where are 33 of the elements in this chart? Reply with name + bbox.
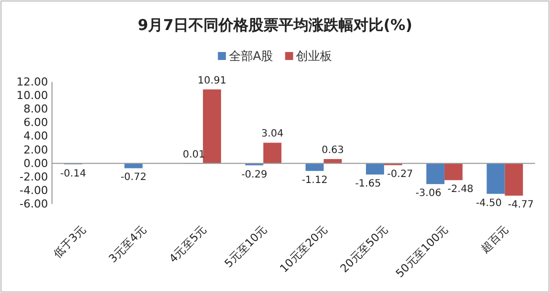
y-tick-label: 10.00 <box>16 89 48 102</box>
data-label: -0.27 <box>387 169 414 180</box>
y-tick-label: 4.00 <box>24 130 48 143</box>
data-label: -4.77 <box>508 200 534 211</box>
legend-label: 创业板 <box>296 49 332 63</box>
y-tick-label: 8.00 <box>24 102 48 116</box>
x-tick-label: 20元至50元 <box>338 222 390 276</box>
x-tick-label: 5元至10元 <box>222 222 270 270</box>
y-tick-label: -2.00 <box>20 170 48 184</box>
x-tick-label: 超百元 <box>478 222 511 256</box>
data-label: -3.06 <box>415 188 442 200</box>
data-label: -0.29 <box>241 169 268 180</box>
data-label: -1.65 <box>355 178 381 190</box>
x-tick-label: 3元至4元 <box>106 222 149 266</box>
y-tick-label: 0.00 <box>24 156 48 170</box>
y-tick-label: -6.00 <box>20 198 48 210</box>
y-tick-label: 12.00 <box>16 76 48 88</box>
legend-label: 全部A股 <box>228 49 274 63</box>
data-label: 10.91 <box>198 75 226 86</box>
data-label: 0.63 <box>322 145 344 156</box>
x-tick-label: 10元至20元 <box>277 222 330 276</box>
x-tick-label: 4元至5元 <box>166 222 210 266</box>
data-label: 3.04 <box>261 128 284 140</box>
data-label: -1.12 <box>302 174 328 186</box>
data-label: -0.14 <box>60 168 86 180</box>
data-label: -0.72 <box>120 172 146 184</box>
data-label: -4.50 <box>476 198 502 209</box>
y-tick-label: -4.00 <box>20 184 48 197</box>
y-tick-label: 6.00 <box>24 116 48 130</box>
chart-title: 9月7日不同价格股票平均涨跌幅对比(%) <box>138 16 412 34</box>
data-label: -2.48 <box>448 184 474 196</box>
x-tick-label: 低于3元 <box>50 222 88 260</box>
y-tick-label: 2.00 <box>24 143 48 156</box>
